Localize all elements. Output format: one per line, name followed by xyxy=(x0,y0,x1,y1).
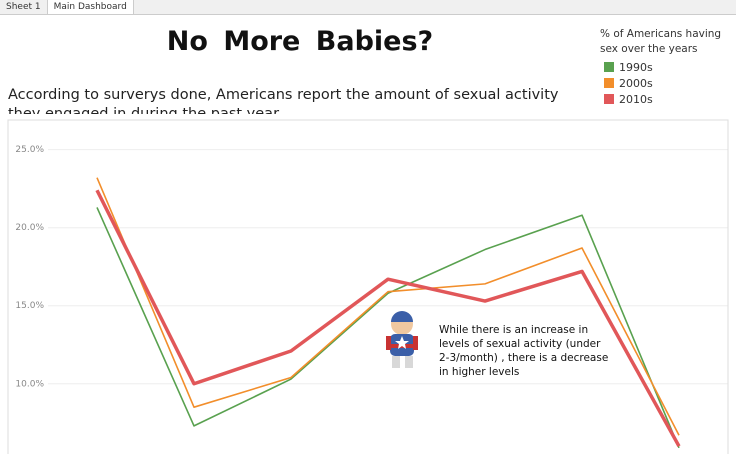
series-line xyxy=(96,207,680,449)
series-line xyxy=(95,189,681,448)
legend-item[interactable]: 1990s xyxy=(604,59,653,75)
legend-label: 2010s xyxy=(619,92,653,106)
grid xyxy=(48,149,728,385)
tab[interactable]: Main Dashboard xyxy=(47,0,134,14)
baby-icon xyxy=(386,311,418,368)
legend-item[interactable]: 2010s xyxy=(604,91,653,107)
y-tick-label: 10.0% xyxy=(15,379,44,389)
title: No More Babies? xyxy=(166,26,434,57)
plot-frame xyxy=(7,119,729,454)
tab[interactable]: Sheet 1 xyxy=(0,0,48,14)
y-tick-label: 15.0% xyxy=(15,301,44,311)
legend-title: % of Americans having sex over the years xyxy=(600,28,722,55)
y-tick-label: 25.0% xyxy=(15,145,44,155)
legend-label: 2000s xyxy=(619,76,653,90)
annotation: While there is an increase in levels of … xyxy=(439,324,609,378)
subtitle: According to surverys done, Americans re… xyxy=(8,87,559,114)
legend-swatch xyxy=(604,62,614,72)
legend-item[interactable]: 2000s xyxy=(604,75,653,91)
legend-swatch xyxy=(604,94,614,104)
series-line xyxy=(96,177,680,436)
legend-swatch xyxy=(604,78,614,88)
legend: 1990s 2000s 2010s xyxy=(604,59,653,107)
y-tick-label: 20.0% xyxy=(15,223,44,233)
legend-label: 1990s xyxy=(619,60,653,74)
tab-bar: Sheet 1 Main Dashboard xyxy=(0,0,736,15)
